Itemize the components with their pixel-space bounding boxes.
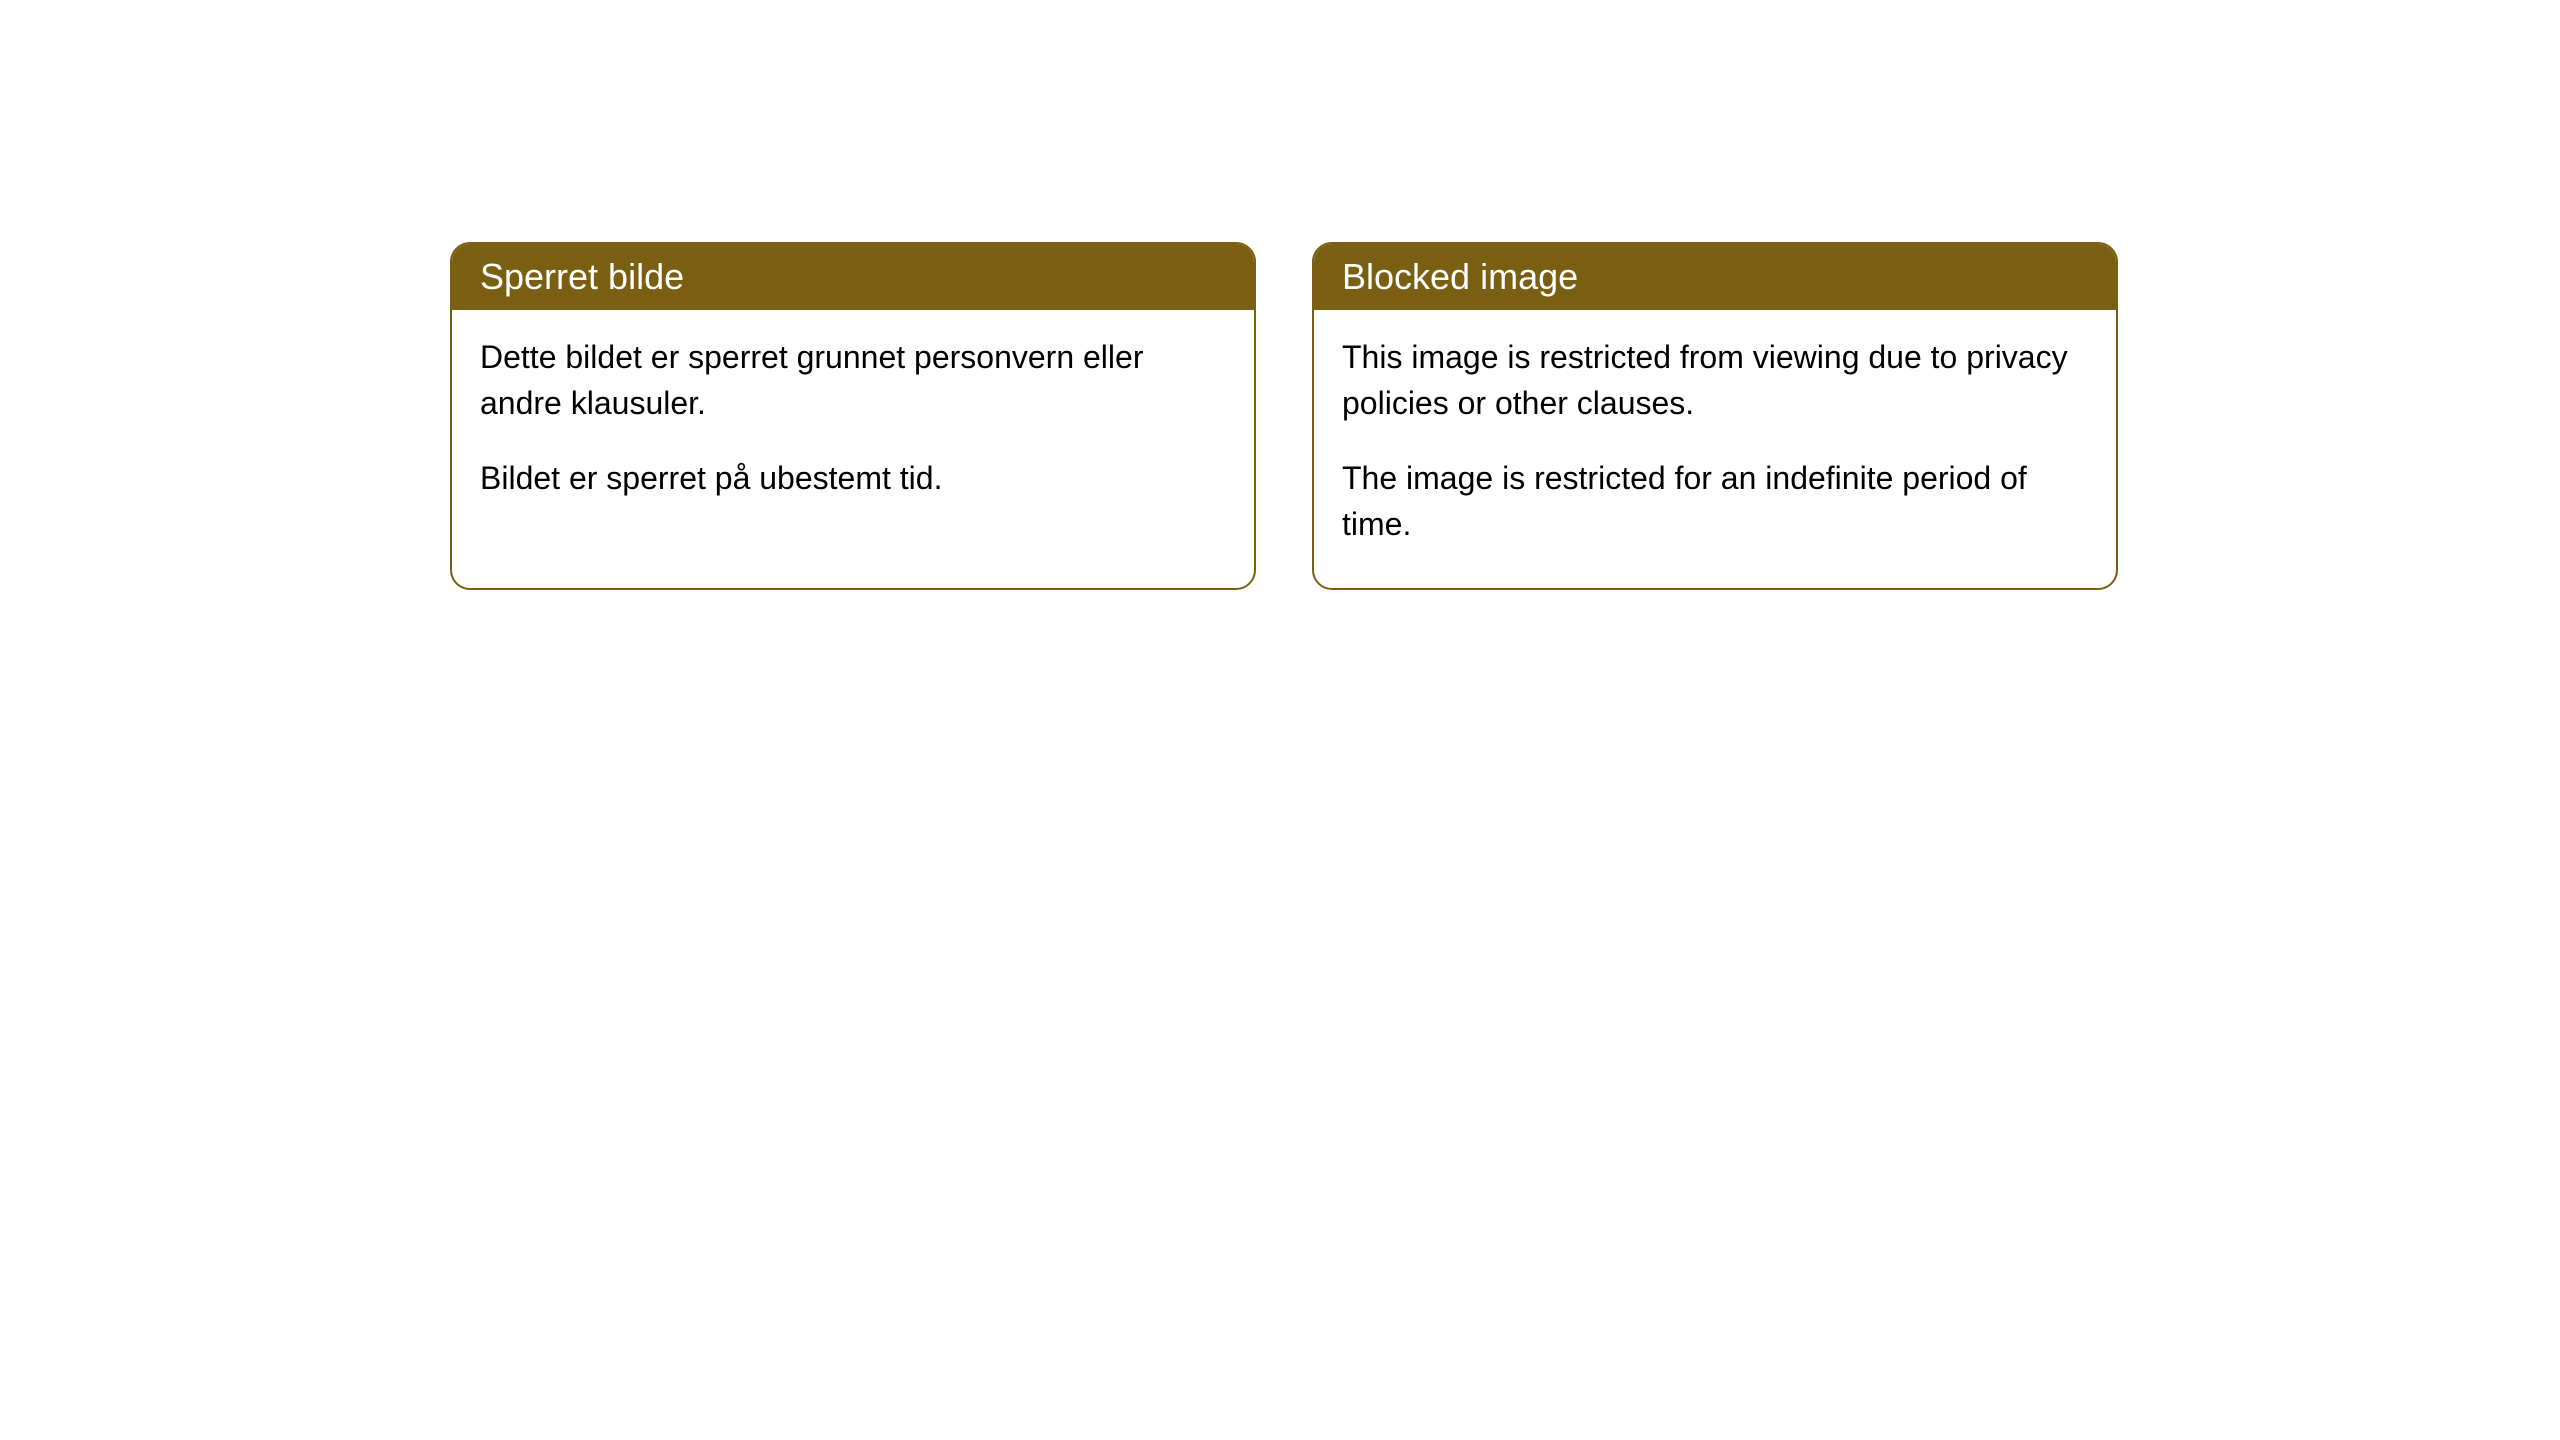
card-title-norwegian: Sperret bilde [452, 244, 1254, 310]
notice-card-english: Blocked image This image is restricted f… [1312, 242, 2118, 590]
card-paragraph: This image is restricted from viewing du… [1342, 334, 2088, 427]
card-paragraph: Dette bildet er sperret grunnet personve… [480, 334, 1226, 427]
card-title-english: Blocked image [1314, 244, 2116, 310]
notice-card-norwegian: Sperret bilde Dette bildet er sperret gr… [450, 242, 1256, 590]
notice-container: Sperret bilde Dette bildet er sperret gr… [0, 0, 2560, 590]
card-paragraph: The image is restricted for an indefinit… [1342, 455, 2088, 548]
card-body-english: This image is restricted from viewing du… [1314, 310, 2116, 588]
card-paragraph: Bildet er sperret på ubestemt tid. [480, 455, 1226, 501]
card-body-norwegian: Dette bildet er sperret grunnet personve… [452, 310, 1254, 541]
